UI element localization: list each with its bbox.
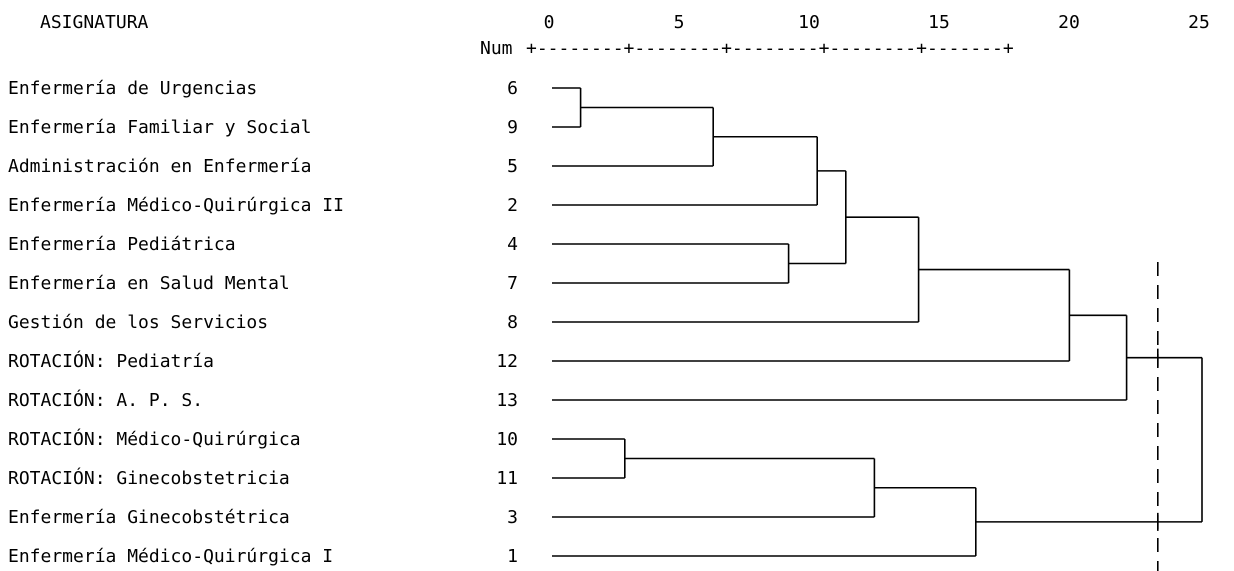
leaf-num: 1 [507,546,518,567]
leaf-num: 4 [507,234,518,255]
leaf-num: 9 [507,117,518,138]
leaf-label: Enfermería Médico-Quirúrgica I [8,546,333,567]
leaf-label: Enfermería en Salud Mental [8,273,290,294]
axis-tick-label: 10 [798,12,820,33]
leaf-label: Enfermería Ginecobstétrica [8,507,290,528]
axis-tick-label: 5 [674,12,685,33]
axis-tick-label: 20 [1058,12,1080,33]
leaf-num: 3 [507,507,518,528]
leaf-num: 11 [496,468,518,489]
leaf-label: Gestión de los Servicios [8,312,268,333]
leaf-num: 13 [496,390,518,411]
leaf-num: 2 [507,195,518,216]
column-header-num: Num [480,38,513,59]
leaf-num: 12 [496,351,518,372]
column-header-asignatura: ASIGNATURA [40,12,149,33]
leaf-label: Enfermería de Urgencias [8,78,257,99]
leaf-num: 5 [507,156,518,177]
axis-tick-label: 25 [1188,12,1210,33]
leaf-label: Enfermería Pediátrica [8,234,236,255]
leaf-num: 6 [507,78,518,99]
leaf-label: ROTACIÓN: A. P. S. [8,389,203,411]
leaf-label: Administración en Enfermería [8,156,311,177]
leaf-label: ROTACIÓN: Médico-Quirúrgica [8,428,301,450]
leaf-label: Enfermería Médico-Quirúrgica II [8,195,344,216]
leaf-num: 8 [507,312,518,333]
leaf-label: Enfermería Familiar y Social [8,117,311,138]
leaf-label: ROTACIÓN: Ginecobstetricia [8,467,290,489]
leaf-num: 10 [496,429,518,450]
axis-tick-label: 15 [928,12,950,33]
leaf-label: ROTACIÓN: Pediatría [8,350,214,372]
leaf-num: 7 [507,273,518,294]
axis-tick-label: 0 [544,12,555,33]
axis-ruler: +--------+--------+--------+--------+---… [526,38,1014,59]
